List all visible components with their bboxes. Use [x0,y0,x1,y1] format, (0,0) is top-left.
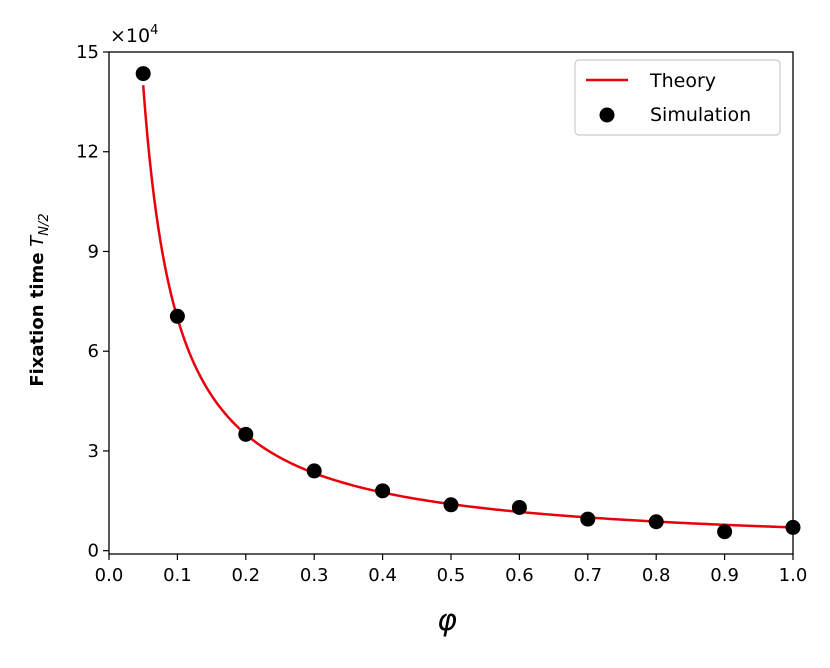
simulation-point [135,66,151,82]
legend-simulation-marker [599,107,615,123]
x-tick-label: 0.4 [368,565,397,586]
x-tick-label: 0.6 [505,565,534,586]
x-tick-label: 1.0 [779,565,808,586]
y-axis-label-text: Fixation time [27,252,48,386]
x-tick-label: 0.7 [573,565,602,586]
axes: 0.0 0.1 0.2 0.3 0.4 0.5 0.6 0.7 0.8 0.9 1.0 0 3 6 9 12 1… [76,42,807,586]
simulation-point [238,426,254,442]
legend-theory-label: Theory [649,70,716,92]
x-tick-label: 0.5 [437,565,466,586]
x-tick-label: 0.1 [163,565,192,586]
plot-area [135,66,801,540]
y-tick-label: 15 [76,42,99,63]
x-tick-label: 0.2 [231,565,260,586]
theory-line [141,85,794,529]
y-tick-label: 3 [88,441,99,462]
x-tick-label: 0.0 [95,565,124,586]
simulation-point [375,483,391,499]
simulation-point [717,524,733,540]
y-axis-label: Fixation time TN/2 [27,213,52,386]
x-tick-label: 0.3 [300,565,329,586]
y-axis-label-subscript: N/2 [37,213,52,235]
x-axis-label: φ [437,603,457,638]
y-multiplier: ×104 [110,23,158,47]
y-axis-label-symbol: T [27,234,48,247]
y-multiplier-exponent: 4 [150,23,158,38]
y-tick-label: 0 [88,541,99,562]
y-tick-label: 12 [76,142,99,163]
legend-simulation-label: Simulation [650,104,751,126]
x-tick-label: 0.8 [642,565,671,586]
y-tick-label: 9 [88,241,99,262]
simulation-point [306,463,322,479]
y-tick-label: 6 [88,341,99,362]
simulation-point [169,308,185,324]
simulation-point [648,514,664,530]
x-tick-label: 0.9 [710,565,739,586]
simulation-point [580,511,596,527]
legend: Theory Simulation [574,59,781,136]
simulation-point [511,499,527,515]
simulation-point [443,497,459,513]
y-multiplier-base: ×10 [110,25,150,47]
